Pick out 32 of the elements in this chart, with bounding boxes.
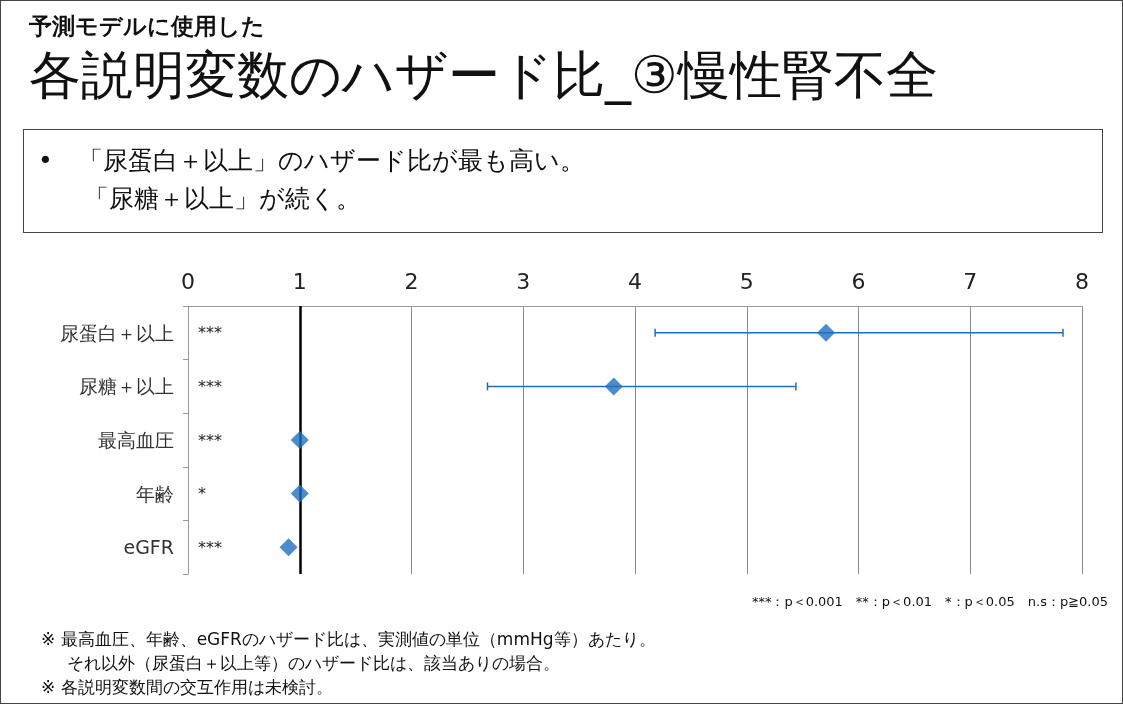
text: ※ 各説明変数間の交互作用は未検討。 (41, 676, 334, 699)
y-tick-label: 最高血圧 (98, 429, 174, 451)
x-tick-label: 4 (628, 268, 642, 294)
annotation: *** (198, 537, 222, 557)
y-tick-label: eGFR (123, 536, 174, 559)
x-tick-label: 7 (963, 268, 978, 294)
text: • 「尿蛋白＋以上」のハザード比が最も高い。 (38, 145, 586, 177)
point (290, 484, 309, 503)
x-tick-label: 0 (181, 268, 195, 294)
y-tick-label: 尿糖＋以上 (79, 375, 174, 398)
x-tick-label: 2 (404, 268, 419, 294)
text: 「尿糖＋以上」が続く。 (83, 183, 362, 215)
text: それ以外（尿蛋白＋以上等）のハザード比は、該当ありの場合。 (66, 652, 561, 675)
annotation: *** (198, 430, 222, 450)
x-tick-label: 6 (851, 268, 866, 294)
x-tick-label: 1 (292, 268, 307, 294)
point (279, 538, 298, 557)
text: ※ 最高血圧、年齢、eGFRのハザード比は、実測値の単位（mmHg等）あたり。 (41, 628, 656, 651)
point (290, 431, 309, 449)
chart-subtitle: 予測モデルに使用した (29, 12, 265, 41)
y-tick-label: 尿蛋白＋以上 (60, 321, 174, 344)
annotation: *** (198, 323, 222, 343)
y-tick-label: 年齢 (136, 482, 174, 505)
x-tick-label: 8 (1075, 268, 1089, 294)
x-tick-label: 3 (516, 268, 531, 294)
point (604, 377, 623, 396)
chart-title: 各説明変数のハザード比_③慢性腎不全 (29, 44, 938, 107)
text: ***：p＜0.001 **：p＜0.01 *：p＜0.05 n.s：p≧0.05 (751, 593, 1108, 611)
annotation: * (198, 484, 206, 504)
x-tick-label: 5 (739, 268, 754, 294)
annotation: *** (198, 376, 222, 396)
point (817, 323, 836, 342)
